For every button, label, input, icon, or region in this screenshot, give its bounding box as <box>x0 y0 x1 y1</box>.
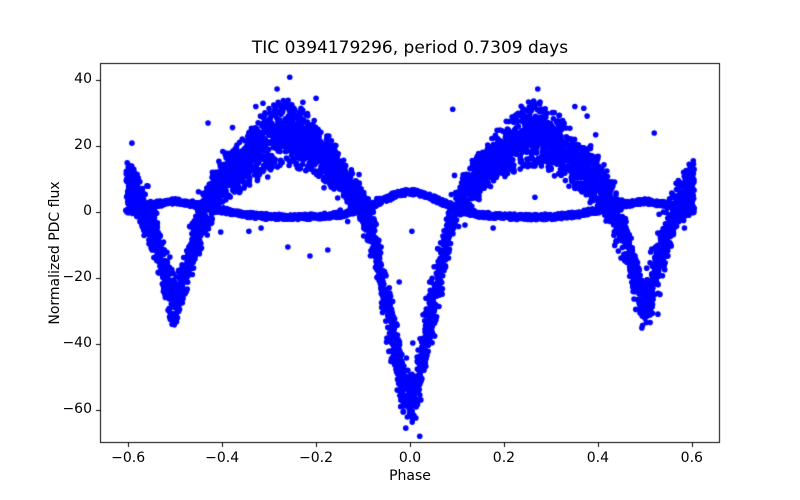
x-tick-label: 0.2 <box>492 450 516 466</box>
x-tick-label: 0.6 <box>680 450 703 466</box>
y-tick-label: −40 <box>62 335 92 352</box>
y-tick-label: 20 <box>74 137 92 154</box>
x-tick-label: 0.4 <box>586 450 610 466</box>
x-tick-label: 0.0 <box>398 450 422 466</box>
x-tick-label: −0.4 <box>205 450 240 466</box>
x-tick-label: −0.6 <box>111 450 146 466</box>
y-tick-label: −60 <box>62 401 92 417</box>
chart-title: TIC 0394179296, period 0.7309 days <box>251 38 569 58</box>
y-tick-label: 0 <box>83 203 92 220</box>
x-axis-label: Phase <box>389 468 431 484</box>
x-tick-label: −0.2 <box>299 450 334 466</box>
y-tick-label: 40 <box>74 71 92 88</box>
y-tick-label: −20 <box>62 269 92 286</box>
